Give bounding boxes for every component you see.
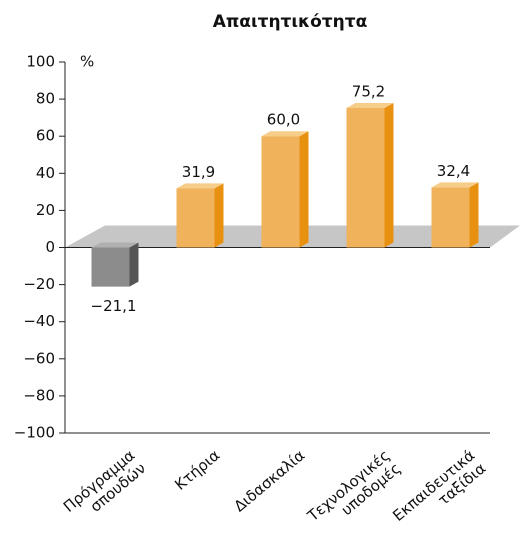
value-label: 75,2	[352, 83, 385, 101]
x-tick-label: Τεχνολογικέςυποδομές	[303, 446, 404, 539]
value-label: −21,1	[91, 297, 137, 315]
bar-top	[176, 183, 224, 189]
y-tick-label: −100	[14, 424, 55, 442]
bar-top	[91, 242, 139, 248]
bar-top	[261, 131, 309, 137]
y-tick-label: 0	[45, 238, 55, 256]
y-tick-label: −80	[23, 386, 55, 404]
bar-top	[346, 103, 394, 109]
bar	[91, 247, 130, 287]
bar-side	[214, 183, 224, 248]
y-tick-label: −40	[23, 312, 55, 330]
bar-side	[384, 103, 394, 248]
y-tick-label: −60	[23, 349, 55, 367]
bar-side	[129, 242, 139, 287]
x-tick-label: Εκπαιδευτικάταξίδια	[389, 446, 489, 538]
value-label: 32,4	[437, 162, 470, 180]
value-label: 31,9	[182, 163, 215, 181]
bar	[431, 187, 470, 248]
bar-side	[469, 182, 479, 248]
bar	[261, 136, 300, 248]
bar-side	[299, 131, 309, 248]
y-tick-label: 20	[36, 201, 55, 219]
y-tick-label: 80	[36, 90, 55, 108]
y-tick-label: −20	[23, 275, 55, 293]
x-tick-label: Διδασκαλία	[230, 446, 308, 515]
x-tick-line: Διδασκαλία	[230, 446, 308, 515]
chart-title: Απαιτητικότητα	[213, 12, 368, 32]
value-label: 60,0	[267, 111, 300, 129]
y-tick-label: 60	[36, 127, 55, 145]
bar-top	[431, 182, 479, 188]
x-tick-line: Κτήρια	[171, 446, 223, 494]
x-tick-label: Κτήρια	[171, 446, 223, 494]
y-tick-label: 40	[36, 164, 55, 182]
y-axis-label: %	[80, 53, 94, 71]
y-tick-label: 100	[26, 53, 55, 71]
bar	[346, 108, 385, 248]
bar	[176, 188, 215, 248]
x-tick-label: Πρόγραμμασπουδών	[60, 446, 149, 529]
